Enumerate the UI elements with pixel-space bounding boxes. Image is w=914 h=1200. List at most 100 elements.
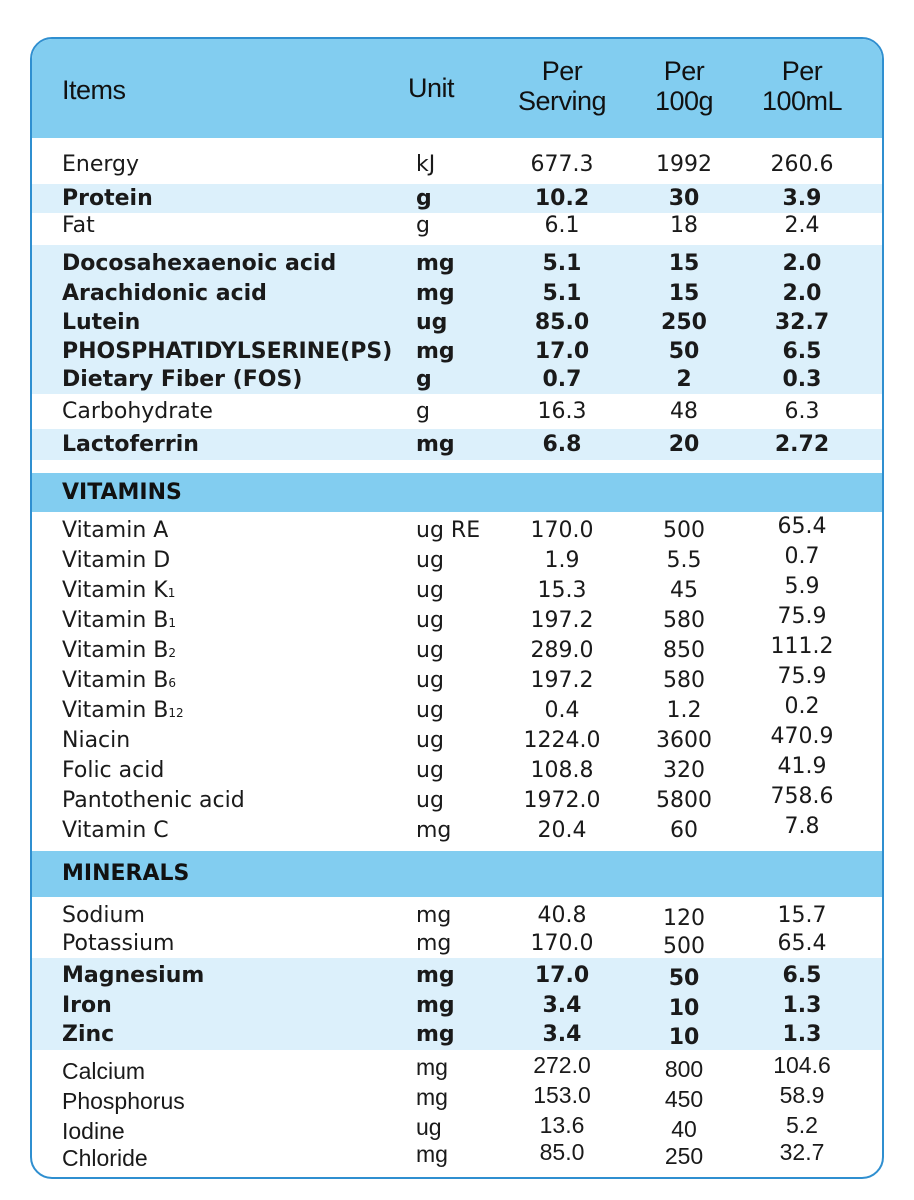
row-per-serving: 5.1 [542,281,582,306]
row-unit: mg [416,432,455,457]
table-row: Chloride mg 85.0 250 32.7 [32,1139,882,1171]
row-per-serving: 677.3 [530,152,594,177]
row-per-100g: 500 [663,934,705,959]
row-per-100g: 3600 [656,728,712,753]
row-name: Energy [62,152,140,177]
row-unit: mg [416,281,455,306]
row-per-100ml: 6.5 [782,963,822,988]
table-header: Items Unit Per Serving Per 100g Per 100m… [32,39,882,138]
row-per-serving: 1972.0 [523,788,601,813]
table-row: Folic acid ug 108.8 320 41.9 [32,754,882,786]
subscript: 12 [168,706,184,720]
table-row: Carbohydrate g 16.3 48 6.3 [32,394,882,429]
row-per-100ml: 5.2 [786,1112,818,1138]
row-per-serving: 272.0 [533,1052,591,1078]
row-per-serving: 0.7 [542,367,582,392]
row-per-100g: 5.5 [666,548,702,573]
row-per-100ml: 32.7 [774,310,830,335]
row-per-100ml: 75.9 [777,664,827,689]
row-name: Vitamin B1 [62,608,176,633]
row-per-serving: 10.2 [534,186,590,211]
row-per-100g: 5800 [656,788,712,813]
row-unit: kJ [416,152,436,177]
row-per-100g: 45 [670,578,698,603]
row-unit: ug [416,668,444,693]
row-name: Zinc [62,1022,115,1047]
row-per-100ml: 32.7 [779,1139,825,1165]
row-per-100ml: 0.3 [782,367,822,392]
row-name: Chloride [62,1145,148,1171]
row-per-100ml: 7.8 [784,814,820,839]
header-per-100g-line2: 100g [654,86,714,116]
table-row: Potassium mg 170.0 500 65.4 [32,930,882,959]
row-name: Calcium [62,1058,146,1084]
row-name: Dietary Fiber (FOS) [62,367,303,392]
row-per-100g: 18 [670,213,698,238]
header-per-100g-line1: Per [663,56,705,86]
subscript: 1 [168,616,176,630]
table-row: Energy kJ 677.3 1992 260.6 [32,147,882,183]
row-per-serving: 0.4 [544,698,580,723]
table-row: Vitamin B2 ug 289.0 850 111.2 [32,634,882,666]
header-per-100ml-line2: 100mL [761,86,843,116]
row-unit: g [416,367,432,392]
row-per-100ml: 2.72 [774,432,830,457]
table-row: Fat g 6.1 18 2.4 [32,213,882,245]
row-name: Phosphorus [62,1088,185,1114]
row-per-serving: 108.8 [530,758,594,783]
row-name: Vitamin D [62,548,171,573]
row-name: Niacin [62,728,131,753]
row-unit: ug [416,608,444,633]
highlighted-group [32,958,882,1050]
row-name: Lactoferrin [62,432,199,457]
row-unit: mg [416,1141,448,1167]
table-row: Vitamin K1 ug 15.3 45 5.9 [32,574,882,606]
row-per-serving: 40.8 [537,903,587,928]
nutrition-table: Items Unit Per Serving Per 100g Per 100m… [30,37,884,1179]
row-per-100g: 250 [664,1143,704,1169]
row-name: Sodium [62,903,145,928]
row-per-100g: 15 [668,251,700,276]
table-row: Iodine ug 13.6 40 5.2 [32,1112,882,1144]
table-row: Vitamin A ug RE 170.0 500 65.4 [32,514,882,546]
row-unit: ug [416,1114,442,1140]
header-items: Items [62,75,126,105]
row-per-100ml: 111.2 [770,634,834,659]
row-per-100ml: 260.6 [770,152,834,177]
header-per-100ml: Per 100mL [752,56,852,116]
header-unit: Unit [407,73,455,103]
table-row: Vitamin B6 ug 197.2 580 75.9 [32,664,882,696]
row-per-100ml: 75.9 [777,604,827,629]
row-unit: mg [416,339,455,364]
row-per-serving: 13.6 [539,1112,585,1138]
row-per-100ml: 58.9 [779,1082,825,1108]
table-row: Niacin ug 1224.0 3600 470.9 [32,724,882,756]
row-unit: ug [416,788,444,813]
row-per-100ml: 2.0 [782,251,822,276]
row-per-100ml: 3.9 [782,186,822,211]
row-name: Carbohydrate [62,399,213,424]
row-per-100ml: 6.3 [784,399,820,424]
row-per-100g: 250 [661,310,707,335]
row-per-serving: 1224.0 [523,728,601,753]
table-row: Protein g 10.2 30 3.9 [32,184,882,213]
table-row: Calcium mg 272.0 800 104.6 [32,1052,882,1084]
row-unit: ug [416,548,444,573]
row-per-serving: 197.2 [530,668,594,693]
subscript: 2 [168,646,176,660]
row-name: Potassium [62,931,175,956]
row-name: Iodine [62,1118,125,1144]
row-unit: mg [416,1022,455,1047]
row-per-serving: 16.3 [537,399,587,424]
row-per-100ml: 15.7 [777,903,827,928]
header-per-serving: Per Serving [502,56,622,116]
row-per-serving: 20.4 [537,818,587,843]
row-per-serving: 153.0 [533,1082,591,1108]
row-per-serving: 17.0 [534,339,590,364]
row-per-100g: 320 [663,758,705,783]
table-row: Vitamin C mg 20.4 60 7.8 [32,814,882,846]
row-per-100g: 1992 [656,152,712,177]
row-per-serving: 3.4 [542,1022,582,1047]
row-name: Lutein [62,310,141,335]
row-per-serving: 3.4 [542,993,582,1018]
